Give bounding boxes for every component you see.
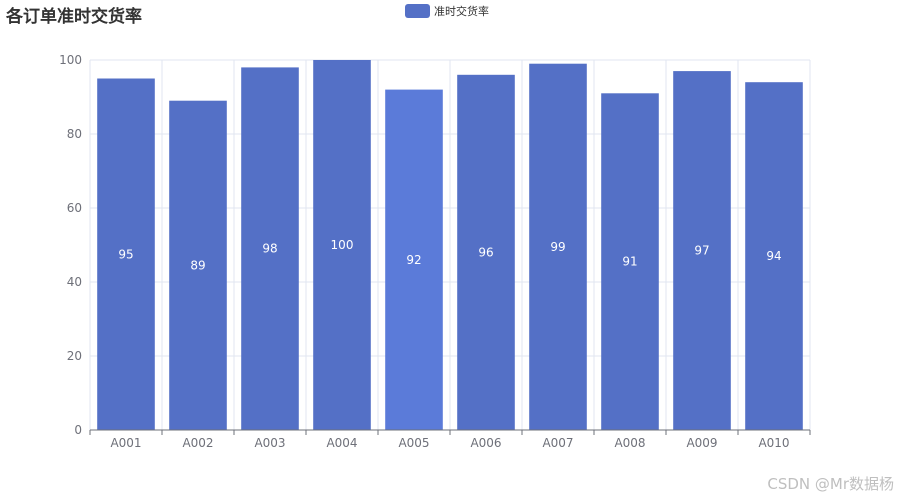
watermark: CSDN @Mr数据杨: [767, 475, 894, 493]
x-tick-label: A006: [470, 436, 501, 450]
x-tick-label: A003: [254, 436, 285, 450]
bar-A003[interactable]: [241, 67, 299, 431]
bar-A009[interactable]: [673, 71, 731, 430]
bar-value-label: 91: [622, 255, 637, 269]
bar-A002[interactable]: [169, 100, 227, 430]
y-tick-label: 100: [59, 53, 82, 67]
legend-label: 准时交货率: [434, 5, 489, 18]
bars: 95 89 98 100 92 96 99 91 97 94: [97, 60, 803, 431]
x-tick-label: A005: [398, 436, 429, 450]
x-tick-label: A002: [182, 436, 213, 450]
x-tick-label: A007: [542, 436, 573, 450]
bar-value-label: 94: [766, 249, 781, 263]
bar-value-label: 96: [478, 245, 493, 259]
bar-value-label: 95: [118, 247, 133, 261]
x-tick-label: A008: [614, 436, 645, 450]
bar-A010[interactable]: [745, 82, 803, 430]
y-tick-label: 60: [67, 201, 82, 215]
bar-A008[interactable]: [601, 93, 659, 431]
y-tick-label: 80: [67, 127, 82, 141]
bar-A006[interactable]: [457, 74, 515, 431]
bar-A005[interactable]: [385, 89, 443, 430]
x-tick-label: A001: [110, 436, 141, 450]
legend-swatch: [405, 4, 430, 18]
chart-title: 各订单准时交货率: [6, 7, 142, 27]
bar-A004[interactable]: [313, 60, 371, 430]
y-tick-label: 40: [67, 275, 82, 289]
x-tick-label: A009: [686, 436, 717, 450]
axes: 0 20 40 60 80 100 A001 A002 A003 A004 A005 A006 A007…: [59, 53, 811, 450]
legend[interactable]: 准时交货率: [405, 4, 489, 18]
bar-value-label: 99: [550, 240, 565, 254]
bar-value-label: 92: [406, 253, 421, 267]
bar-value-label: 98: [262, 242, 277, 256]
y-tick-label: 20: [67, 349, 82, 363]
y-tick-label: 0: [74, 423, 82, 437]
x-tick-label: A010: [758, 436, 789, 450]
bar-value-label: 89: [190, 258, 205, 272]
bar-value-label: 100: [331, 238, 354, 252]
bar-value-label: 97: [694, 244, 709, 258]
x-tick-label: A004: [326, 436, 357, 450]
bar-A001[interactable]: [97, 78, 155, 431]
bar-A007[interactable]: [529, 63, 587, 430]
